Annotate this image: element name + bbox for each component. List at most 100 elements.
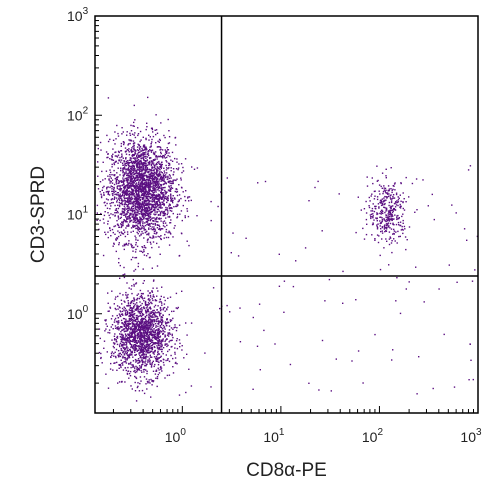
data-point	[158, 227, 161, 230]
data-point	[130, 231, 132, 233]
data-point	[155, 196, 158, 198]
data-point	[168, 332, 171, 334]
data-point	[124, 203, 126, 205]
data-point	[121, 344, 123, 347]
data-point	[159, 155, 162, 157]
data-point	[158, 312, 160, 314]
data-point	[139, 339, 141, 341]
data-point	[141, 311, 143, 313]
data-point	[133, 297, 135, 299]
data-point	[396, 277, 398, 279]
data-point	[135, 400, 138, 402]
data-point	[140, 204, 143, 206]
data-point	[123, 344, 125, 346]
data-point	[158, 214, 160, 216]
data-point	[128, 221, 131, 223]
data-point	[136, 245, 139, 248]
data-point	[154, 335, 157, 338]
data-point	[140, 336, 142, 338]
data-point	[144, 246, 146, 249]
data-point	[167, 306, 169, 308]
data-point	[187, 197, 189, 199]
data-point	[438, 288, 440, 290]
data-point	[141, 185, 144, 187]
data-point	[151, 149, 154, 151]
data-point	[124, 349, 126, 351]
data-point	[394, 214, 396, 216]
data-point	[150, 345, 152, 347]
data-point	[157, 364, 160, 366]
data-point	[153, 151, 155, 154]
data-point	[161, 322, 163, 325]
data-point	[162, 340, 164, 342]
data-point	[160, 190, 162, 192]
data-point	[168, 349, 171, 351]
data-point	[125, 150, 127, 152]
data-point	[147, 223, 149, 225]
data-point	[134, 216, 136, 219]
data-point	[121, 199, 123, 202]
data-point	[138, 353, 140, 355]
data-point	[125, 190, 127, 192]
data-point	[278, 253, 280, 255]
data-point	[159, 214, 162, 216]
data-point	[162, 177, 164, 179]
data-point	[129, 176, 132, 178]
data-point	[123, 353, 125, 355]
data-point	[148, 160, 151, 163]
data-point	[170, 177, 172, 179]
data-point	[124, 209, 126, 211]
data-point	[132, 164, 134, 167]
data-point	[140, 292, 143, 295]
data-point	[116, 176, 119, 179]
data-point	[147, 352, 149, 354]
data-point	[365, 212, 368, 214]
data-point	[110, 205, 112, 207]
data-point	[135, 172, 138, 174]
data-point	[115, 238, 117, 240]
data-point	[104, 178, 106, 180]
data-point	[147, 184, 149, 186]
data-point	[132, 150, 134, 152]
data-point	[138, 308, 140, 311]
data-point	[144, 185, 147, 187]
data-point	[380, 200, 383, 203]
data-point	[166, 343, 168, 345]
data-point	[378, 235, 380, 237]
data-point	[138, 323, 140, 326]
data-point	[101, 362, 103, 364]
data-point	[141, 389, 144, 392]
data-point	[130, 212, 132, 215]
data-point	[147, 321, 149, 323]
data-point	[161, 339, 163, 341]
data-point	[397, 214, 399, 217]
data-point	[153, 201, 156, 203]
data-point	[129, 340, 131, 342]
data-point	[158, 200, 160, 202]
data-point	[156, 221, 158, 223]
data-point	[160, 180, 162, 182]
data-point	[383, 187, 385, 189]
data-point	[131, 330, 134, 332]
data-point	[153, 187, 155, 189]
data-point	[382, 203, 384, 206]
data-point	[133, 147, 135, 149]
data-point	[124, 164, 126, 166]
data-point	[132, 182, 135, 184]
data-point	[151, 178, 153, 180]
data-point	[391, 240, 393, 242]
data-point	[164, 321, 167, 323]
data-point	[157, 178, 159, 180]
data-point	[133, 307, 135, 309]
data-point	[123, 188, 125, 190]
data-point	[137, 204, 140, 206]
data-point	[107, 193, 109, 195]
data-point	[164, 172, 166, 174]
data-point	[107, 192, 110, 194]
data-point	[117, 135, 120, 137]
data-point	[127, 175, 129, 177]
data-point	[357, 350, 360, 352]
data-point	[395, 223, 398, 226]
data-point	[143, 212, 146, 215]
data-point	[145, 138, 147, 141]
